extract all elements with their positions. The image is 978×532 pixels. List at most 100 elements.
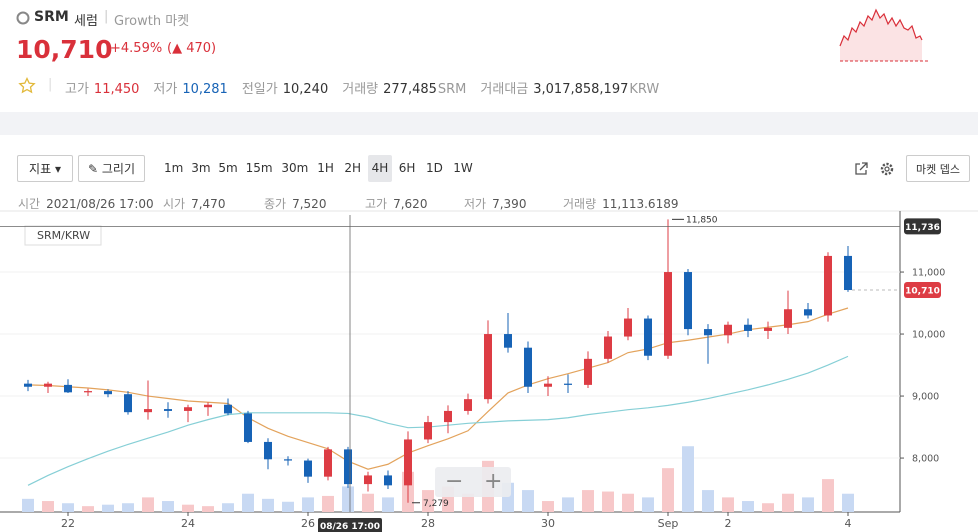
pair-label: SRM/KRW [37, 229, 90, 242]
info-field: 종가 7,520 [264, 195, 326, 212]
volume-bar [42, 501, 54, 512]
y-tick-label: 9,000 [912, 392, 939, 403]
info-field: 시간 2021/08/26 17:00 [18, 195, 154, 212]
interval-button[interactable]: 15m [245, 161, 273, 175]
interval-button[interactable]: 6H [398, 161, 416, 175]
candle-body [244, 413, 252, 442]
stats: 고가 11,450 저가 10,281 전일가 10,240 거래량 277,485SRM 거래… [65, 78, 659, 97]
stat: 전일가 10,240 [242, 78, 328, 97]
stat: 저가 10,281 [153, 78, 227, 97]
stat-label: 전일가 [241, 82, 278, 97]
candle-body [424, 422, 432, 440]
stat: 고가 11,450 [65, 78, 139, 97]
min-marker-label: 7,279 [423, 499, 449, 509]
volume-bar [582, 490, 594, 512]
volume-bar [462, 493, 474, 512]
info-label: 거래량 [563, 197, 597, 211]
depth-button[interactable]: 마켓 뎁스 [906, 155, 970, 182]
volume-bar [762, 503, 774, 512]
info-value: 7,470 [191, 197, 226, 211]
x-tick-label: 26 [301, 517, 315, 530]
draw-label: 그리기 [101, 162, 135, 176]
interval-button[interactable]: 2H [344, 161, 362, 175]
x-tick-label: 28 [421, 517, 435, 530]
x-tick-label: 24 [181, 517, 195, 530]
interval-button[interactable]: 4H [367, 155, 393, 182]
volume-bar [62, 503, 74, 512]
zoom-out[interactable]: − [445, 469, 464, 494]
volume-bar [82, 506, 94, 512]
stat-value: 10,281 [182, 82, 228, 97]
candle-body [524, 347, 532, 387]
info-field: 거래량 11,113.6189 [563, 195, 678, 212]
volume-bar [282, 501, 294, 512]
y-tick-label: 11,000 [912, 268, 945, 279]
interval-button[interactable]: 3m [191, 161, 211, 175]
moving-average [27, 355, 849, 486]
candle-body [684, 272, 692, 330]
volume-bar [562, 497, 574, 512]
settings-icon[interactable] [879, 161, 895, 177]
stat-unit: SRM [437, 82, 467, 97]
candle-body [224, 404, 232, 414]
volume-bar [822, 479, 834, 512]
x-tick-label: 2 [725, 517, 732, 530]
volume-bar [682, 446, 694, 512]
last-price-box [904, 282, 941, 299]
volume-bar [422, 490, 434, 512]
volume-bar [382, 497, 394, 512]
popout-icon[interactable] [853, 161, 869, 177]
candle-body [644, 318, 652, 356]
candle-body [284, 459, 292, 461]
candle-body [604, 336, 612, 359]
zoom-in[interactable]: + [484, 469, 503, 494]
candle-body [584, 358, 592, 385]
interval-button[interactable]: 1W [453, 161, 473, 175]
price: 10,710 [16, 35, 113, 64]
candle-body [384, 475, 392, 486]
stat: 거래대금 3,017,858,197KRW [480, 78, 659, 97]
volume-bar [602, 491, 614, 512]
candle-body [304, 460, 312, 477]
candle-body [44, 383, 52, 387]
stat-value: 10,240 [282, 82, 329, 97]
stat-value: 3,017,858,197 [533, 82, 629, 97]
info-label: 저가 [464, 197, 487, 211]
draw-button[interactable]: ✎ 그리기 [78, 155, 145, 182]
volume-bar [642, 497, 654, 512]
crosshair-price-box [904, 218, 941, 235]
coin-icon [16, 11, 30, 25]
volume-bar [262, 498, 274, 512]
crosshair-price: 11,736 [905, 223, 940, 233]
candle-body [784, 309, 792, 328]
candle-body [504, 334, 512, 348]
stat-label: 고가 [65, 82, 89, 97]
candle-body [364, 475, 372, 485]
interval-button[interactable]: 5m [218, 161, 238, 175]
y-tick-label: 10,000 [912, 330, 945, 341]
interval-button[interactable]: 1m [164, 161, 184, 175]
crosshair-time-box [318, 518, 382, 532]
candle-body [704, 329, 712, 336]
separator: | [104, 9, 109, 24]
interval-button[interactable]: 1H [317, 161, 334, 175]
last-price: 10,710 [905, 287, 940, 297]
interval-button[interactable]: 30m [281, 161, 309, 175]
volume-bar [302, 497, 314, 512]
header: SRM 세럼 | Growth 마켓 10,710 +4.59% (▲ 470)… [0, 0, 978, 112]
interval-button[interactable]: 1D [426, 161, 443, 175]
moving-average [27, 307, 849, 470]
info-field: 고가 7,620 [365, 195, 427, 212]
candle-body [84, 391, 92, 393]
volume-bar [142, 497, 154, 512]
candle-body [264, 441, 272, 460]
change: (▲ 470) [167, 41, 217, 56]
favorite-star[interactable] [18, 77, 36, 95]
info-value: 2021/08/26 17:00 [46, 197, 154, 211]
market: Growth 마켓 [114, 14, 190, 29]
candle-body [144, 409, 152, 413]
indicator-button[interactable]: 지표 ▾ [17, 155, 73, 182]
zoom-controls: − + [435, 467, 511, 497]
